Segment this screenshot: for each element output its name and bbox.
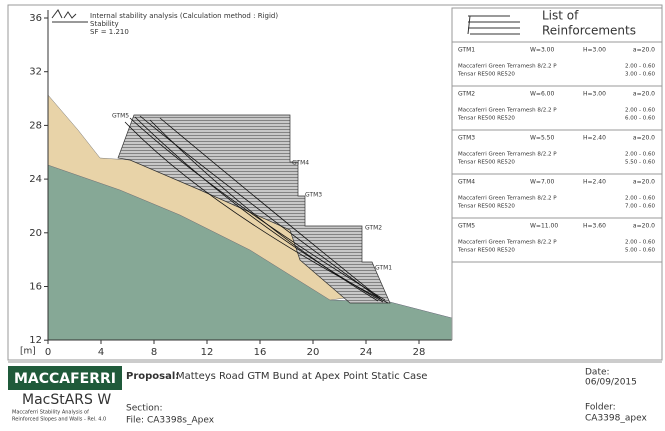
reinf-h: H=3.00 — [583, 91, 606, 98]
reinf-product: Tensar RE500 RE520 — [457, 160, 515, 166]
x-tick-label: 4 — [98, 347, 104, 358]
reinf-name: GTM2 — [458, 91, 475, 98]
reinf-product: Maccaferri Green Terramesh 8/2.2 P — [458, 64, 557, 70]
reinf-product: Tensar RE500 RE520 — [457, 116, 515, 122]
x-tick-label: 16 — [254, 347, 267, 358]
x-tick-label: 24 — [360, 347, 373, 358]
reinf-value: 2.00 - 0.60 — [625, 152, 655, 158]
reinf-w: W=11.00 — [530, 223, 558, 230]
y-tick-label: 12 — [29, 335, 42, 346]
reinf-a: a=20.0 — [633, 179, 655, 186]
x-tick-label: 20 — [307, 347, 320, 358]
date: 06/09/2015 — [585, 378, 637, 388]
reinf-value: 2.00 - 0.60 — [625, 240, 655, 246]
block-label: GTM3 — [305, 192, 322, 199]
block-label: GTM4 — [292, 160, 309, 167]
reinf-w: W=3.00 — [530, 47, 555, 54]
reinf-h: H=2.40 — [583, 135, 606, 142]
reinf-a: a=20.0 — [633, 91, 655, 98]
reinf-product: Maccaferri Green Terramesh 8/2.2 P — [458, 196, 557, 202]
reinf-product: Tensar RE500 RE520 — [457, 72, 515, 78]
reinf-product: Maccaferri Green Terramesh 8/2.2 P — [458, 152, 557, 158]
reinf-value: 6.00 - 0.60 — [625, 116, 655, 122]
folder: CA3398_apex — [585, 414, 647, 424]
screen: Internal stability analysis (Calculation… — [0, 0, 665, 427]
y-tick-label: 20 — [29, 228, 42, 239]
reinf-h: H=3.60 — [583, 223, 606, 230]
block-label: GTM1 — [375, 265, 392, 272]
x-tick-label: 28 — [413, 347, 426, 358]
reinf-title: Reinforcements — [542, 24, 636, 38]
reinf-h: H=2.40 — [583, 179, 606, 186]
reinf-title: List of — [542, 9, 579, 23]
legend-title: Internal stability analysis (Calculation… — [90, 12, 278, 20]
software: MacStARS W — [22, 392, 111, 408]
x-tick-label: 8 — [151, 347, 157, 358]
reinf-a: a=20.0 — [633, 135, 655, 142]
y-tick-label: 32 — [29, 67, 42, 78]
reinf-value: 5.00 - 0.60 — [625, 248, 655, 254]
reinf-name: GTM4 — [458, 179, 475, 186]
reinf-value: 5.50 - 0.60 — [625, 160, 655, 166]
reinf-value: 2.00 - 0.60 — [625, 108, 655, 114]
y-tick-label: 28 — [29, 120, 42, 131]
y-tick-label: 36 — [29, 13, 42, 24]
section-label: Section: — [126, 404, 162, 414]
date-label: Date: — [585, 368, 610, 378]
software-desc: Maccaferri Stability Analysis of — [12, 410, 89, 416]
reinf-w: W=5.50 — [530, 135, 555, 142]
proposal-label: Proposal: — [126, 371, 179, 382]
x-tick-label: 12 — [201, 347, 214, 358]
legend-stability: Stability — [90, 20, 119, 28]
reinf-value: 2.00 - 0.60 — [625, 196, 655, 202]
reinf-a: a=20.0 — [633, 47, 655, 54]
file: File: CA3398s_Apex — [126, 416, 215, 426]
reinf-product: Maccaferri Green Terramesh 8/2.2 P — [458, 240, 557, 246]
folder-label: Folder: — [585, 403, 616, 413]
reinf-value: 3.00 - 0.60 — [625, 72, 655, 78]
reinf-w: W=7.00 — [530, 179, 555, 186]
reinf-name: GTM1 — [458, 47, 475, 54]
block-label: GTM2 — [365, 225, 382, 232]
reinf-product: Tensar RE500 RE520 — [457, 204, 515, 210]
reinf-value: 2.00 - 0.60 — [625, 64, 655, 70]
axis-unit: [m] — [20, 347, 36, 357]
reinf-product: Maccaferri Green Terramesh 8/2.2 P — [458, 108, 557, 114]
y-tick-label: 16 — [29, 282, 42, 293]
reinf-value: 7.00 - 0.60 — [625, 204, 655, 210]
reinf-name: GTM3 — [458, 135, 475, 142]
proposal: Matteys Road GTM Bund at Apex Point Stat… — [176, 371, 427, 382]
block-label: GTM5 — [112, 113, 129, 120]
legend-sf: SF = 1.210 — [90, 28, 129, 36]
software-desc: Reinforced Slopes and Walls - Rel. 4.0 — [12, 417, 106, 423]
reinf-h: H=3.00 — [583, 47, 606, 54]
reinf-name: GTM5 — [458, 223, 475, 230]
x-tick-label: 0 — [45, 347, 51, 358]
brand: MACCAFERRI — [14, 371, 116, 387]
reinf-product: Tensar RE500 RE520 — [457, 248, 515, 254]
reinf-w: W=6.00 — [530, 91, 555, 98]
y-tick-label: 24 — [29, 174, 42, 185]
reinf-a: a=20.0 — [633, 223, 655, 230]
